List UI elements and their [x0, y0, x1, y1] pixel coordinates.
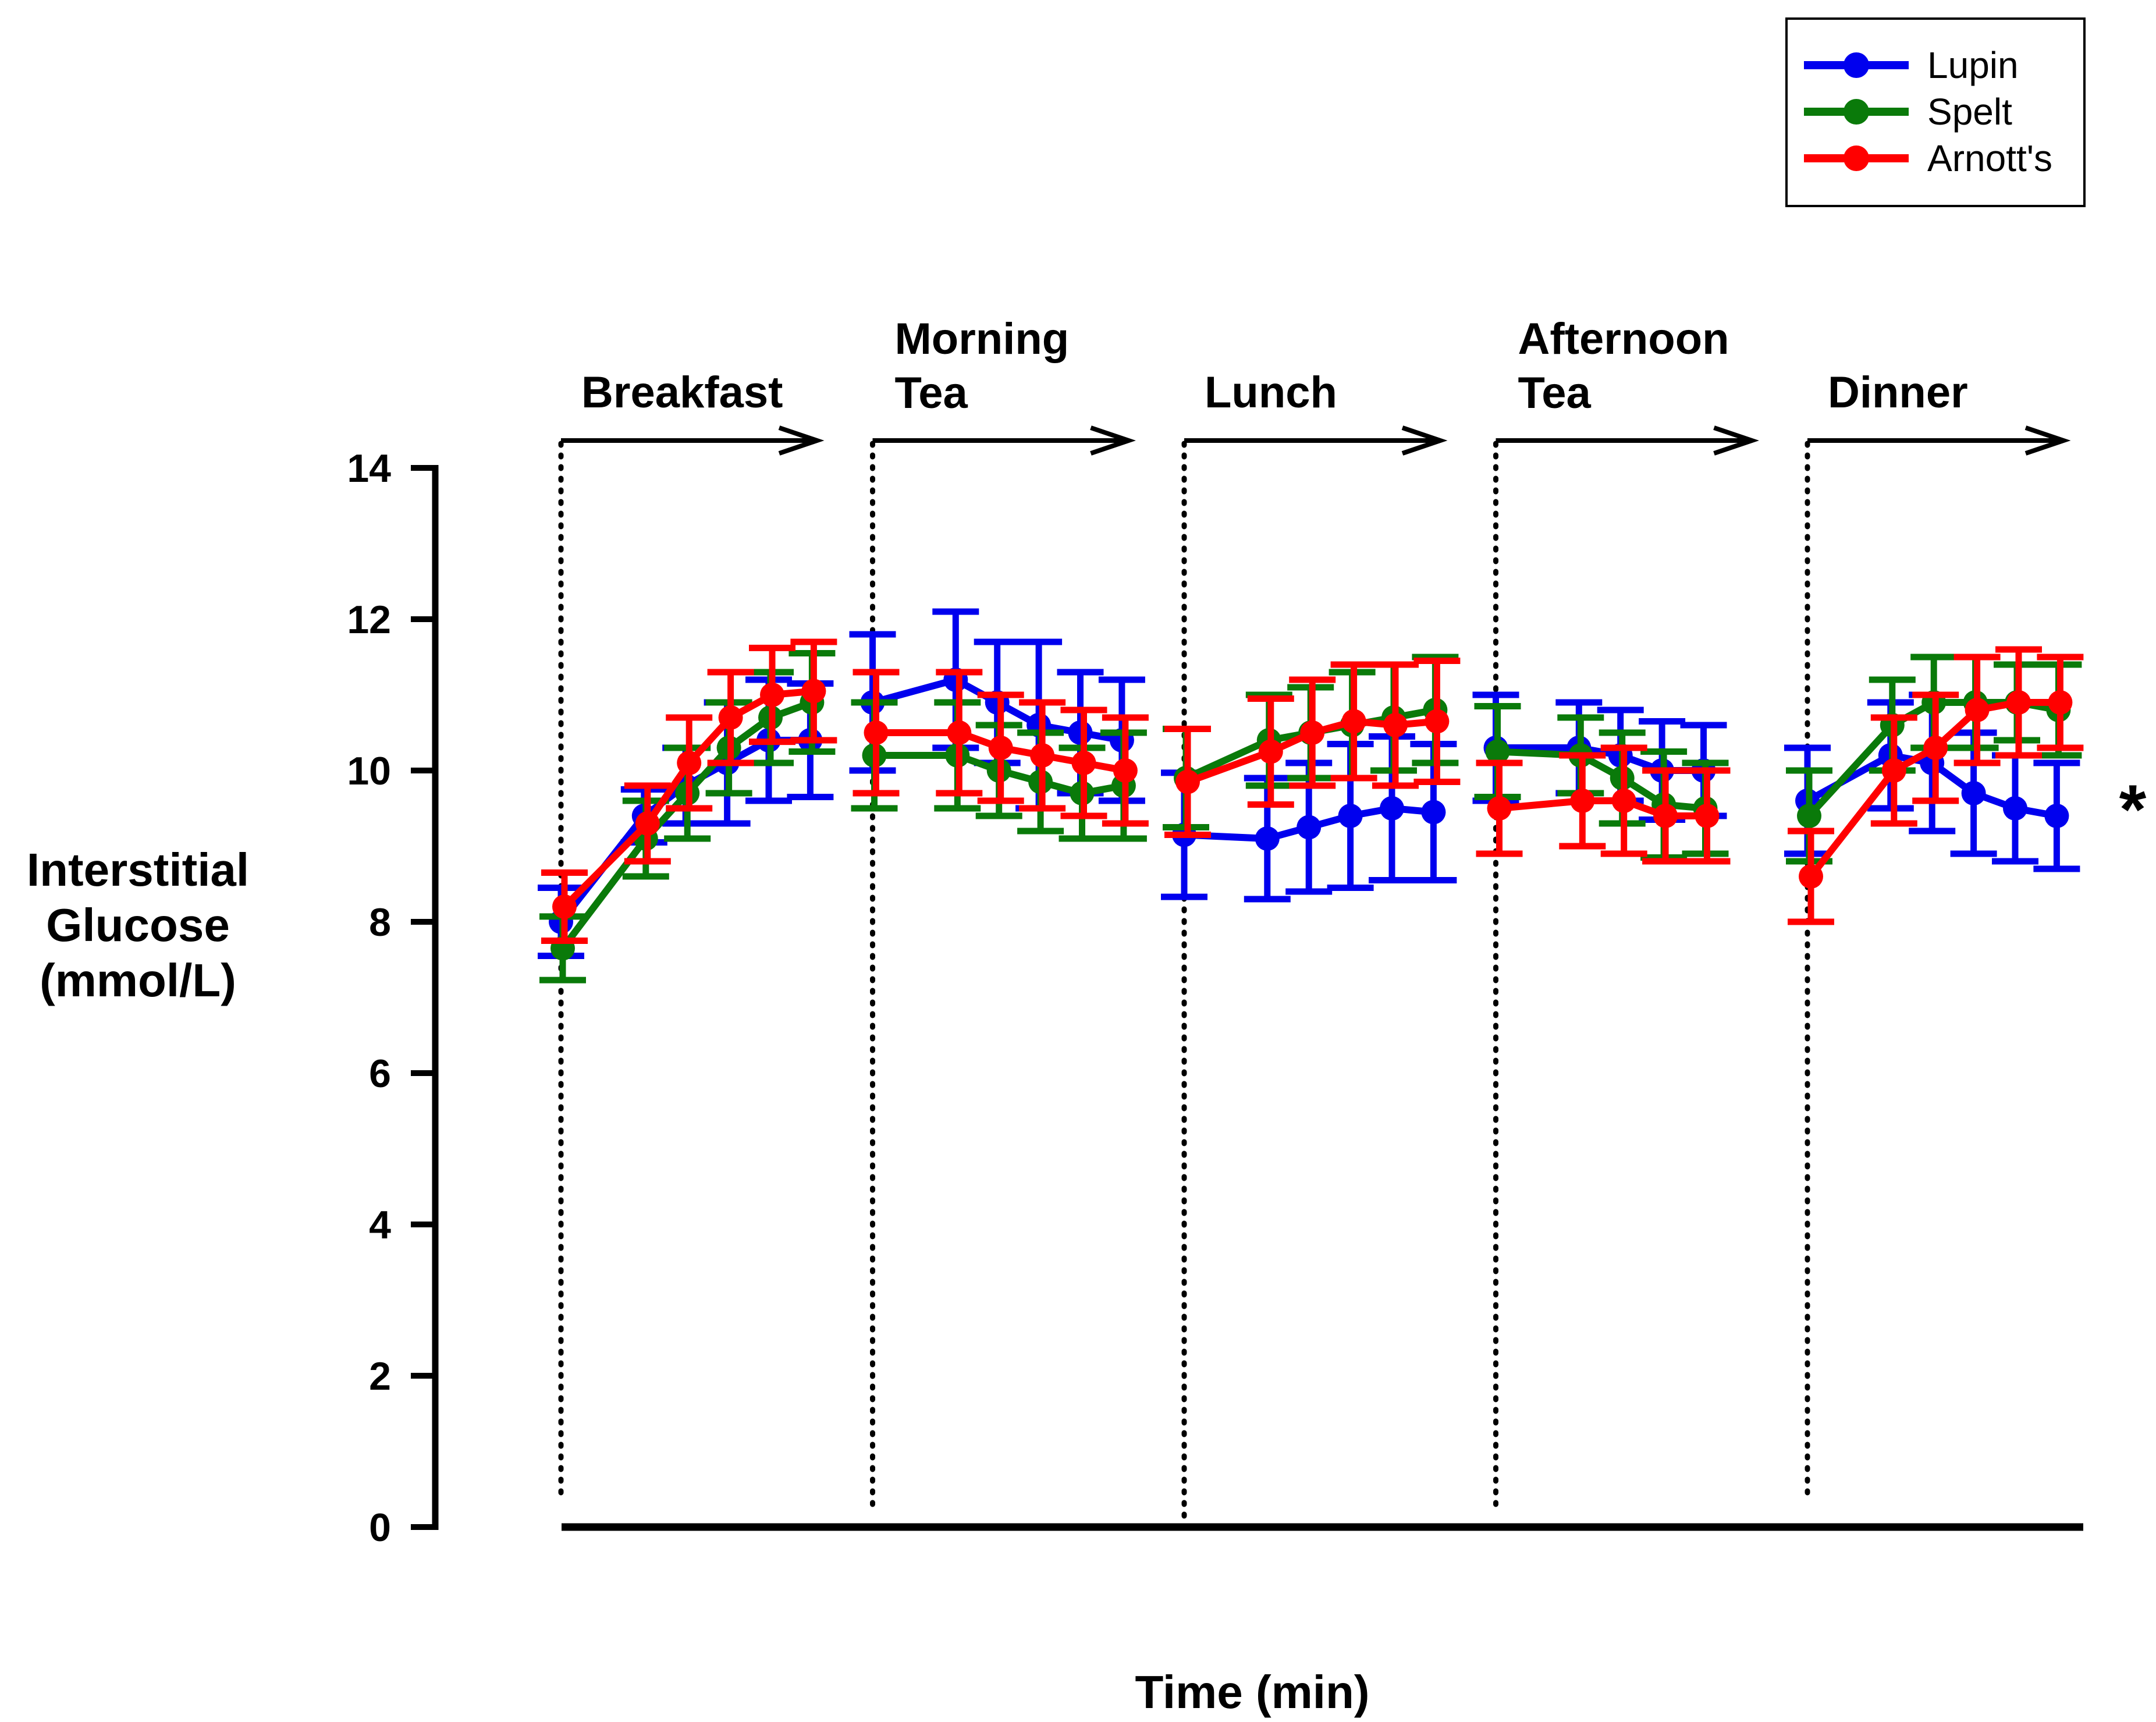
meal-label: Breakfast [581, 368, 783, 417]
y-tick-label: 14 [347, 446, 391, 491]
legend-item-lupin: Lupin [1804, 44, 2019, 86]
data-point [1383, 713, 1408, 737]
series-arnotts [541, 638, 2084, 944]
data-point [1487, 796, 1512, 821]
meal-label: Lunch [1205, 368, 1337, 417]
data-point [718, 705, 743, 730]
legend-item-arnotts: Arnott's [1804, 137, 2052, 179]
y-axis-title-line-3: (mmol/L) [40, 954, 236, 1006]
data-point [1695, 804, 1720, 828]
legend-marker-arnotts [1844, 145, 1869, 171]
y-tick-label: 8 [369, 900, 391, 945]
y-tick-label: 10 [347, 749, 391, 793]
y-tick-label: 4 [369, 1203, 391, 1247]
data-point [1341, 709, 1366, 734]
data-point [1881, 758, 1906, 783]
data-point [801, 679, 826, 704]
meal-label: Tea [1518, 368, 1592, 418]
data-point [988, 736, 1013, 760]
data-point [1797, 804, 1821, 828]
data-point [1653, 804, 1678, 828]
data-point [864, 720, 889, 745]
axes [432, 465, 2083, 1531]
data-point [1300, 720, 1325, 745]
legend-marker-spelt [1844, 99, 1869, 125]
data-point [2003, 796, 2027, 821]
data-point [1425, 709, 1450, 734]
data-point [1961, 781, 1986, 805]
data-point [1068, 720, 1093, 745]
y-axis-title-line-2: Glucose [46, 899, 230, 951]
data-series [538, 608, 2084, 984]
data-point [947, 720, 972, 745]
y-tick-label: 12 [347, 598, 391, 642]
meal-label: Dinner [1828, 368, 1968, 417]
y-axis-title-line-1: Interstitial [27, 844, 249, 896]
data-point [1965, 698, 1990, 722]
x-axis-title: Time (min) [1135, 1666, 1369, 1718]
data-point [1030, 743, 1055, 768]
legend-label-lupin: Lupin [1927, 44, 2019, 86]
data-point [1113, 758, 1138, 783]
meal-arrow-head [778, 425, 825, 456]
data-point [1071, 751, 1096, 775]
significance-asterisk: * [2119, 771, 2147, 848]
y-tick-label: 6 [369, 1052, 391, 1096]
meal-label: Tea [895, 368, 968, 418]
data-point [760, 683, 784, 707]
meal-arrow-head [1401, 425, 1448, 456]
data-point [1485, 739, 1510, 764]
data-point [2006, 690, 2031, 715]
meal-label: Afternoon [1518, 314, 1729, 364]
data-point [2048, 690, 2073, 715]
data-point [552, 894, 577, 919]
data-point [635, 811, 660, 836]
legend-item-spelt: Spelt [1804, 91, 2012, 133]
y-tick-label: 2 [369, 1354, 391, 1398]
meal-label: Morning [895, 314, 1070, 364]
y-tick-label: 0 [369, 1506, 391, 1550]
meal-arrow-head [1713, 425, 1759, 456]
data-point [677, 751, 702, 775]
y-ticks: 0 2 4 6 8 10 12 14 [347, 446, 435, 1550]
data-point [1611, 789, 1636, 813]
data-point [2044, 804, 2069, 828]
legend: Lupin Spelt Arnott's [1785, 17, 2086, 207]
y-axis-title: Interstitial Glucose (mmol/L) [27, 844, 249, 1006]
meal-arrow-head [2024, 425, 2071, 456]
data-point [1380, 796, 1404, 821]
data-point [1923, 736, 1948, 760]
data-point [1421, 800, 1446, 825]
data-point [1258, 739, 1283, 764]
meal-arrow-head [1090, 425, 1136, 456]
data-point [1175, 769, 1200, 794]
data-point [1338, 804, 1363, 828]
legend-label-spelt: Spelt [1927, 91, 2012, 133]
data-point [1799, 864, 1823, 889]
legend-marker-lupin [1844, 52, 1869, 78]
legend-label-arnotts: Arnott's [1927, 137, 2052, 179]
data-point [1297, 815, 1322, 840]
data-point [1255, 826, 1280, 851]
data-point [1570, 789, 1595, 813]
